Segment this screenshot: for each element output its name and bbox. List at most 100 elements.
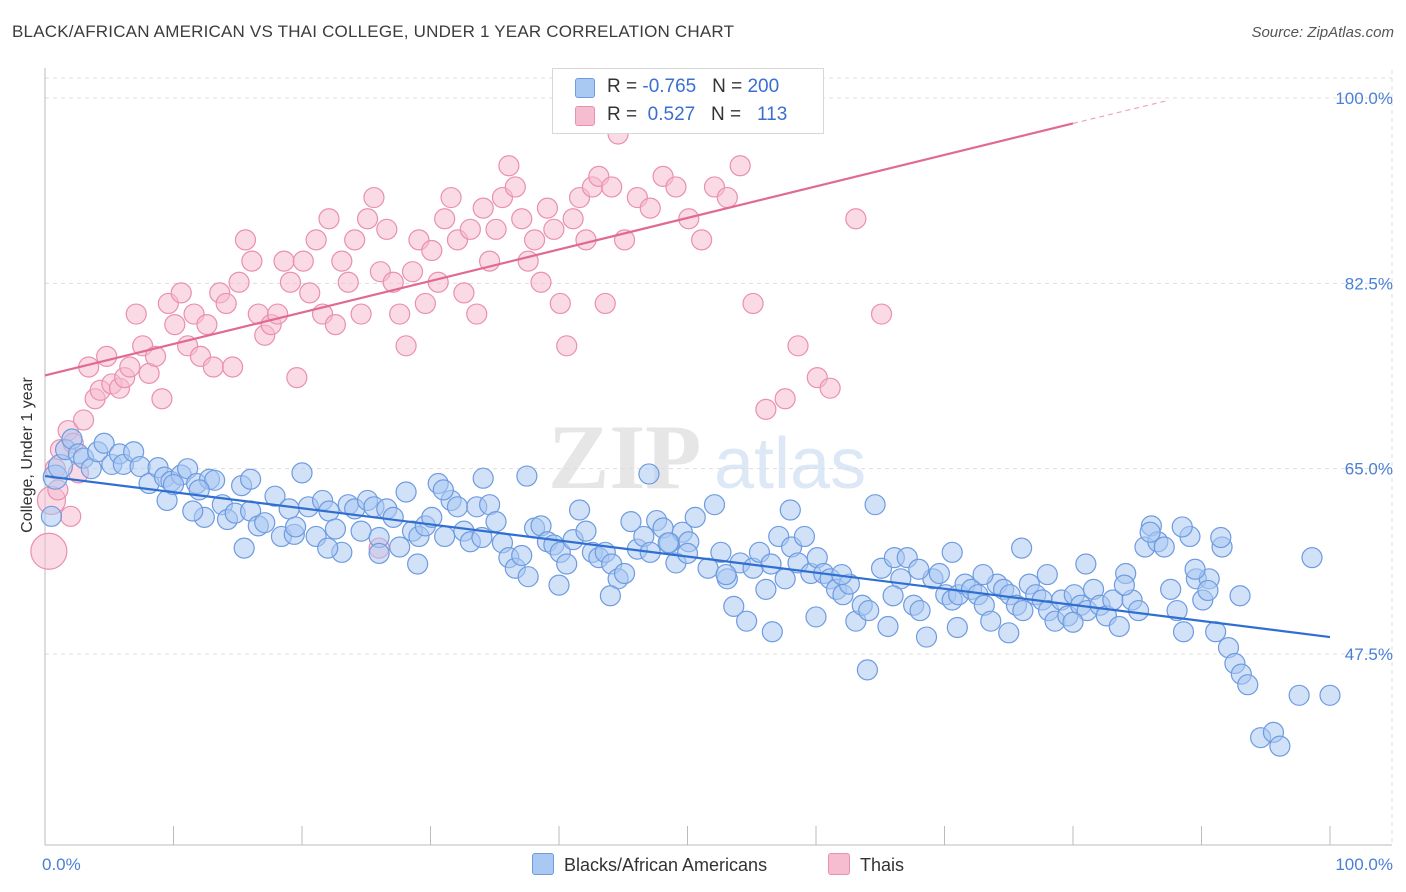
blacks-point <box>755 578 777 600</box>
blacks-trend-line <box>44 474 1331 639</box>
blacks-point <box>517 566 539 588</box>
blacks-point <box>877 615 899 638</box>
blacks-point <box>1010 537 1033 559</box>
blacks-point <box>485 511 507 533</box>
blacks-point <box>1319 684 1341 706</box>
blacks-point <box>909 599 931 622</box>
source-label: Source: ZipAtlas.com <box>1251 24 1394 41</box>
thais-point <box>755 398 777 420</box>
blacks-point <box>162 473 185 496</box>
bottom-legend-label: Blacks/African Americans <box>564 855 768 875</box>
blacks-point <box>1197 579 1219 602</box>
thais-point <box>523 229 546 251</box>
blacks-point <box>676 542 699 564</box>
blacks-point <box>1229 585 1251 607</box>
thais-point <box>504 176 526 198</box>
thais-point <box>292 250 314 272</box>
y-tick-label: 100.0% <box>1335 89 1393 108</box>
blacks-point <box>240 468 262 490</box>
thais-point <box>125 303 147 325</box>
y-tick-labels: 47.5% 65.0% 82.5% 100.0% <box>1335 89 1393 664</box>
blacks-point <box>434 525 456 548</box>
thais-point <box>286 366 308 389</box>
blacks-point <box>723 595 745 617</box>
blacks-point <box>389 536 411 558</box>
thais-point <box>729 155 751 177</box>
blacks-point <box>1113 574 1136 596</box>
thais-point <box>228 271 250 293</box>
thais-point <box>164 314 186 336</box>
blacks-point <box>1172 621 1195 643</box>
blacks-point <box>1237 674 1259 696</box>
thais-point <box>196 314 218 336</box>
thais-point <box>556 335 578 357</box>
blacks-point <box>928 562 950 585</box>
blacks-point <box>317 537 339 559</box>
blacks-point <box>472 467 494 489</box>
thais-point <box>356 208 379 230</box>
thais-point <box>234 229 257 251</box>
thais-point <box>299 282 321 304</box>
legend-swatch-thais <box>575 106 595 126</box>
thais-point <box>215 292 237 315</box>
blacks-point <box>613 562 636 585</box>
thais-point <box>60 505 82 527</box>
thais-point <box>665 176 687 198</box>
blacks-point <box>568 499 591 521</box>
x-tick-label: 100.0% <box>1335 855 1393 874</box>
blacks-point <box>421 506 443 528</box>
x-tick-labels: 0.0% 100.0% <box>42 855 1393 874</box>
correlation-legend: R = -0.765 N = 200 R = 0.527 N = 113 <box>552 68 824 134</box>
thais-point <box>466 303 488 325</box>
blacks-point <box>254 512 276 534</box>
thais-point <box>440 186 462 209</box>
bottom-legend-swatch-thais <box>828 853 850 875</box>
blacks-point <box>941 541 963 563</box>
blacks-point <box>1269 735 1291 757</box>
blacks-point <box>511 544 533 567</box>
thais-point <box>96 345 118 368</box>
y-tick-label: 65.0% <box>1345 460 1393 479</box>
blacks-point <box>264 485 286 507</box>
thais-point <box>472 197 494 219</box>
thais-point <box>305 229 327 251</box>
thais-point <box>350 303 372 325</box>
bottom-legend-label: Thais <box>860 855 905 875</box>
blacks-point <box>715 563 737 586</box>
thais-point <box>543 218 565 240</box>
thais-point <box>870 303 893 325</box>
blacks-point <box>805 606 827 628</box>
blacks-point <box>710 541 732 563</box>
thais-point <box>363 186 385 209</box>
blacks-point <box>1171 516 1193 538</box>
blacks-point <box>1036 563 1058 586</box>
blacks-point <box>1127 599 1150 622</box>
thais-point <box>517 250 539 272</box>
blacks-point <box>291 462 313 484</box>
legend-n-label: N = <box>711 104 747 125</box>
blacks-point <box>697 557 719 579</box>
blacks-point <box>284 516 307 538</box>
blacks-point <box>1166 599 1188 622</box>
thais-point <box>382 271 404 293</box>
watermark-atlas: atlas <box>714 424 866 504</box>
blacks-point <box>908 558 930 580</box>
thais-point <box>331 250 353 272</box>
thais-point <box>819 377 841 399</box>
blacks-point <box>1153 536 1175 558</box>
legend-r-label: R = <box>607 104 643 125</box>
blacks-point <box>278 498 300 520</box>
blacks-point <box>1210 526 1232 549</box>
blacks-point <box>1288 684 1310 706</box>
thais-point <box>427 271 449 293</box>
legend-r-value: -0.765 <box>642 76 697 97</box>
watermark-zip: ZIP <box>548 406 701 508</box>
bottom-legend-swatch-blacks <box>532 853 554 875</box>
thais-point <box>279 271 302 293</box>
thais-trend-extension <box>1072 99 1170 125</box>
y-tick-label: 47.5% <box>1345 645 1393 664</box>
blacks-point <box>204 469 226 491</box>
blacks-point <box>382 506 404 528</box>
thais-point <box>30 532 68 570</box>
bottom-legend-blacks: Blacks/African Americans <box>532 853 767 876</box>
